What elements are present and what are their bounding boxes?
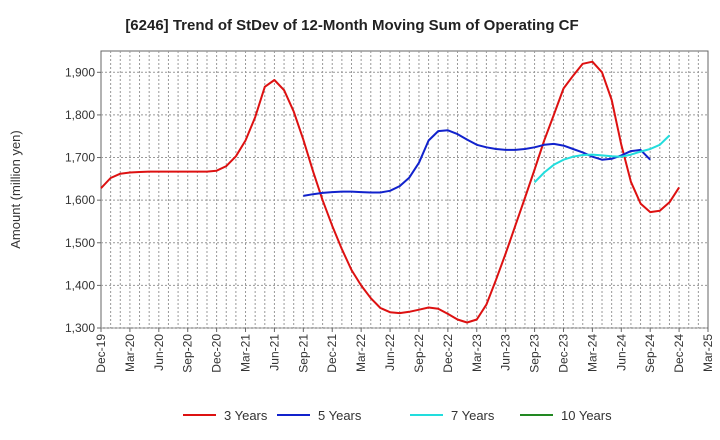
y-axis-label: Amount (million yen) [8,130,23,249]
x-tick-label: Jun-24 [614,334,628,371]
y-tick-label: 1,700 [65,151,95,165]
x-tick-label: Jun-22 [383,334,397,371]
series-line-7-years [533,134,671,183]
legend-label: 3 Years [224,408,268,423]
x-tick-label: Mar-23 [470,334,484,372]
x-tick-label: Mar-22 [354,334,368,372]
y-tick-label: 1,900 [65,65,95,79]
y-tick-label: 1,800 [65,108,95,122]
legend: 3 Years 5 Years 7 Years 10 Years [183,408,612,423]
series-line-5-years [303,129,651,197]
x-tick-label: Jun-21 [267,334,281,371]
chart-title: [6246] Trend of StDev of 12-Month Moving… [125,17,578,34]
legend-label: 7 Years [451,408,495,423]
grid [101,51,708,329]
x-axis: Dec-19 Mar-20 Jun-20 Sep-20 Dec-20 Mar-21 Jun-… [94,328,715,373]
legend-label: 5 Years [318,408,362,423]
x-tick-label: Mar-24 [585,334,599,372]
series-line-3-years [100,60,680,324]
x-tick-label: Jun-23 [499,334,513,371]
x-tick-label: Mar-20 [123,334,137,372]
x-tick-label: Sep-20 [181,334,195,373]
x-tick-label: Sep-23 [528,334,542,373]
y-tick-label: 1,500 [65,236,95,250]
x-tick-label: Dec-23 [556,334,570,373]
legend-label: 10 Years [561,408,612,423]
x-tick-label: Dec-20 [210,334,224,373]
x-tick-label: Mar-21 [239,334,253,372]
y-tick-label: 1,300 [65,321,95,335]
x-tick-label: Mar-25 [701,334,715,372]
x-tick-label: Dec-24 [672,334,686,373]
y-tick-label: 1,600 [65,193,95,207]
x-tick-label: Sep-21 [296,334,310,373]
y-axis: 1,300 1,400 1,500 1,600 1,700 1,800 1,900 [65,65,101,335]
x-tick-label: Sep-22 [412,334,426,373]
x-tick-label: Dec-21 [325,334,339,373]
x-tick-label: Jun-20 [152,334,166,371]
x-tick-label: Dec-22 [441,334,455,373]
plot-area [100,50,709,329]
x-tick-label: Sep-24 [643,334,657,373]
y-tick-label: 1,400 [65,278,95,292]
x-tick-label: Dec-19 [94,334,108,373]
series-lines [100,60,680,324]
